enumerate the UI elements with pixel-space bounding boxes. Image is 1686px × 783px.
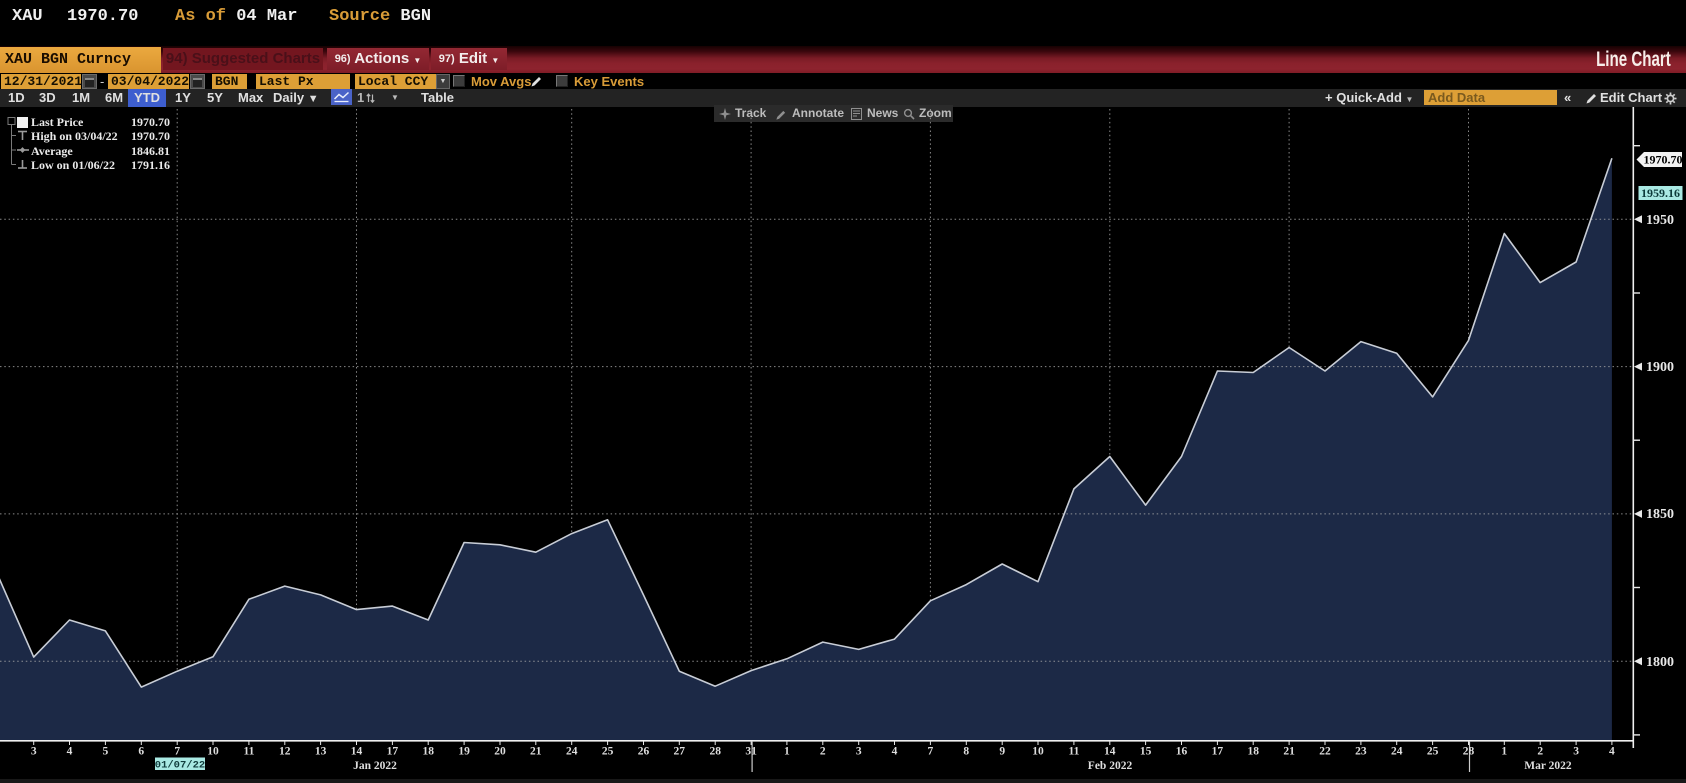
svg-text:17: 17 [387,746,399,758]
svg-text:4: 4 [892,746,898,758]
svg-text:6: 6 [138,746,144,758]
svg-text:1970.70: 1970.70 [1644,153,1683,167]
svg-text:23: 23 [1355,746,1367,758]
svg-text:4: 4 [67,746,73,758]
svg-text:1900: 1900 [1646,360,1674,375]
svg-text:11: 11 [1068,746,1079,758]
svg-text:7: 7 [174,746,180,758]
svg-text:10: 10 [1032,746,1044,758]
svg-text:12: 12 [279,746,291,758]
svg-text:21: 21 [1283,746,1295,758]
svg-text:18: 18 [422,746,434,758]
svg-text:11: 11 [243,746,254,758]
svg-text:14: 14 [351,746,363,758]
svg-text:3: 3 [856,746,862,758]
svg-text:Jan 2022: Jan 2022 [353,760,397,772]
svg-text:3: 3 [31,746,37,758]
svg-text:1959.16: 1959.16 [1641,186,1680,200]
svg-text:9: 9 [999,746,1005,758]
svg-text:26: 26 [638,746,650,758]
svg-text:Mar 2022: Mar 2022 [1524,760,1572,772]
svg-text:1950: 1950 [1646,213,1674,228]
svg-text:5: 5 [103,746,109,758]
svg-text:2: 2 [1537,746,1543,758]
svg-text:4: 4 [1609,746,1615,758]
svg-text:01/07/22: 01/07/22 [155,760,205,772]
svg-text:1: 1 [784,746,790,758]
svg-text:1850: 1850 [1646,507,1674,522]
svg-text:8: 8 [963,746,969,758]
svg-text:1800: 1800 [1646,655,1674,670]
svg-text:25: 25 [1427,746,1439,758]
svg-text:20: 20 [494,746,506,758]
svg-text:18: 18 [1247,746,1259,758]
svg-text:14: 14 [1104,746,1116,758]
svg-text:10: 10 [207,746,219,758]
svg-text:21: 21 [530,746,542,758]
svg-text:28: 28 [1463,746,1475,758]
svg-text:25: 25 [602,746,614,758]
svg-text:28: 28 [709,746,721,758]
svg-text:2: 2 [820,746,826,758]
svg-text:16: 16 [1176,746,1188,758]
svg-text:22: 22 [1319,746,1331,758]
svg-text:15: 15 [1140,746,1152,758]
svg-text:31: 31 [745,746,757,758]
svg-text:1: 1 [1501,746,1507,758]
svg-text:24: 24 [1391,746,1403,758]
svg-text:Feb 2022: Feb 2022 [1088,760,1133,772]
svg-text:24: 24 [566,746,578,758]
svg-text:17: 17 [1212,746,1224,758]
svg-text:3: 3 [1573,746,1579,758]
svg-text:27: 27 [674,746,686,758]
svg-text:19: 19 [458,746,470,758]
svg-text:13: 13 [315,746,327,758]
svg-text:7: 7 [928,746,934,758]
